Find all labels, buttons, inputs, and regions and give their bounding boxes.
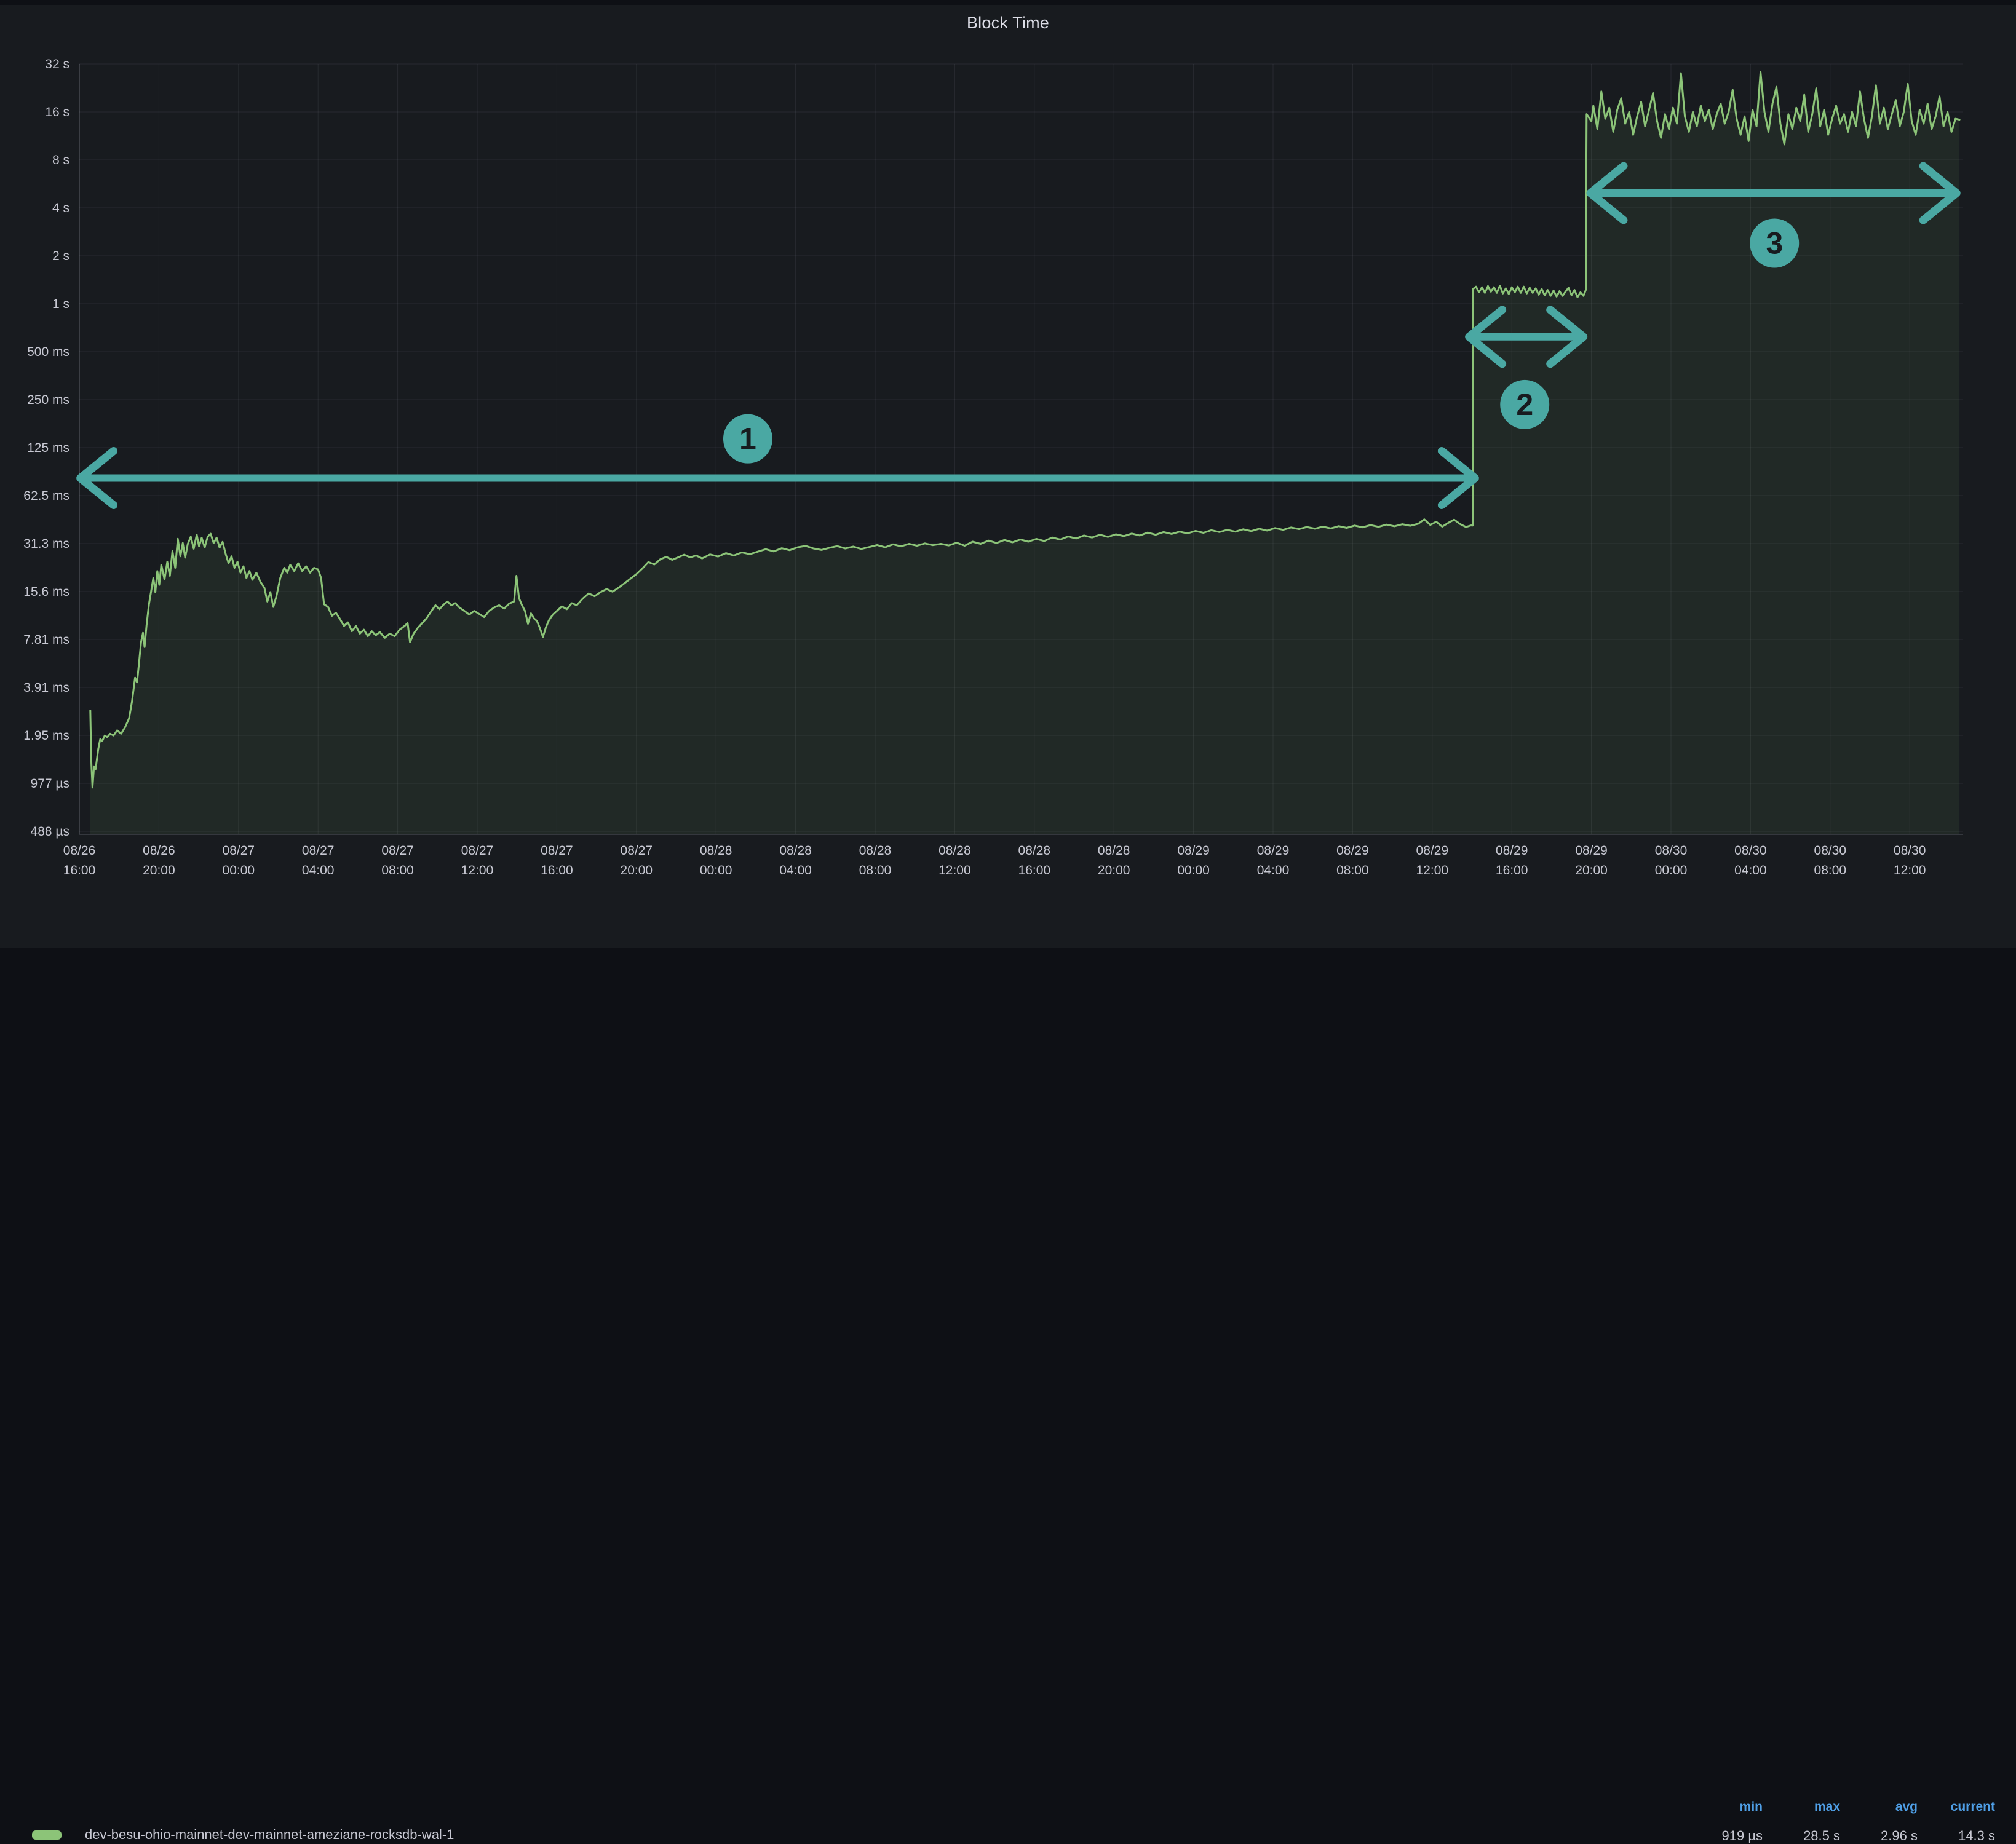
legend-series-item[interactable]: dev-besu-ohio-mainnet-dev-mainnet-amezia… bbox=[32, 1827, 454, 1843]
series-fill-area bbox=[90, 72, 1959, 834]
y-tick-label: 488 µs bbox=[31, 825, 69, 839]
x-tick-time-label: 04:00 bbox=[1257, 863, 1290, 877]
x-tick-date-label: 08/29 bbox=[1416, 844, 1449, 858]
x-tick-time-label: 08:00 bbox=[1336, 863, 1369, 877]
y-tick-label: 977 µs bbox=[31, 777, 69, 791]
y-tick-label: 15.6 ms bbox=[23, 585, 69, 599]
x-tick-time-label: 16:00 bbox=[63, 863, 96, 877]
x-tick-date-label: 08/28 bbox=[1098, 844, 1130, 858]
x-tick-time-label: 08:00 bbox=[859, 863, 892, 877]
x-tick-date-label: 08/30 bbox=[1734, 844, 1767, 858]
x-tick-time-label: 16:00 bbox=[541, 863, 573, 877]
stat-col-max: max 28.5 s bbox=[1763, 1799, 1840, 1844]
x-tick-time-label: 12:00 bbox=[1416, 863, 1449, 877]
y-tick-label: 125 ms bbox=[27, 441, 69, 455]
x-tick-date-label: 08/28 bbox=[859, 844, 892, 858]
series-group bbox=[90, 72, 1959, 834]
x-tick-time-label: 12:00 bbox=[1894, 863, 1926, 877]
y-tick-label: 32 s bbox=[45, 57, 69, 71]
x-tick-date-label: 08/27 bbox=[461, 844, 494, 858]
x-tick-time-label: 20:00 bbox=[1098, 863, 1130, 877]
x-tick-time-label: 04:00 bbox=[302, 863, 335, 877]
annotation-number-label: 1 bbox=[739, 422, 756, 456]
legend-row: dev-besu-ohio-mainnet-dev-mainnet-amezia… bbox=[0, 911, 2016, 948]
x-tick-date-label: 08/27 bbox=[223, 844, 255, 858]
x-tick-date-label: 08/29 bbox=[1336, 844, 1369, 858]
y-tick-label: 7.81 ms bbox=[23, 633, 69, 647]
x-tick-time-label: 04:00 bbox=[1734, 863, 1767, 877]
x-tick-date-label: 08/26 bbox=[143, 844, 175, 858]
stat-value-max: 28.5 s bbox=[1779, 1828, 1840, 1844]
x-tick-time-label: 00:00 bbox=[700, 863, 732, 877]
annotation-number-label: 2 bbox=[1516, 387, 1533, 422]
y-tick-label: 62.5 ms bbox=[23, 489, 69, 503]
x-tick-date-label: 08/29 bbox=[1177, 844, 1210, 858]
stat-col-min: min 919 µs bbox=[1685, 1799, 1763, 1844]
x-tick-time-label: 08:00 bbox=[1814, 863, 1847, 877]
x-tick-date-label: 08/29 bbox=[1575, 844, 1608, 858]
y-tick-label: 1 s bbox=[52, 297, 69, 311]
x-tick-date-label: 08/30 bbox=[1655, 844, 1688, 858]
annotation-arrow-1 bbox=[81, 451, 1475, 505]
x-tick-time-label: 20:00 bbox=[143, 863, 175, 877]
stat-header-min: min bbox=[1701, 1799, 1763, 1815]
stat-col-current: current 14.3 s bbox=[1918, 1799, 1995, 1844]
y-tick-label: 250 ms bbox=[27, 393, 69, 407]
stat-col-avg: avg 2.96 s bbox=[1840, 1799, 1918, 1844]
stat-header-max: max bbox=[1779, 1799, 1840, 1815]
y-tick-label: 1.95 ms bbox=[23, 729, 69, 743]
x-tick-date-label: 08/27 bbox=[621, 844, 653, 858]
x-tick-date-label: 08/30 bbox=[1894, 844, 1926, 858]
x-tick-date-label: 08/29 bbox=[1257, 844, 1290, 858]
annotation-number-label: 3 bbox=[1766, 226, 1783, 260]
block-time-chart[interactable]: 32 s 16 s 8 s 4 s 2 s 1 s 500 ms 250 ms 125 ms 62… bbox=[0, 0, 2016, 943]
x-tick-time-label: 16:00 bbox=[1496, 863, 1528, 877]
x-tick-date-label: 08/28 bbox=[939, 844, 971, 858]
x-tick-date-label: 08/28 bbox=[700, 844, 732, 858]
stat-header-avg: avg bbox=[1856, 1799, 1918, 1815]
x-tick-time-label: 00:00 bbox=[223, 863, 255, 877]
series-color-swatch-icon bbox=[32, 1830, 62, 1840]
x-tick-time-label: 20:00 bbox=[621, 863, 653, 877]
x-tick-time-label: 20:00 bbox=[1575, 863, 1608, 877]
y-tick-label: 2 s bbox=[52, 249, 69, 263]
y-tick-label: 8 s bbox=[52, 153, 69, 167]
stat-value-avg: 2.96 s bbox=[1856, 1828, 1918, 1844]
y-axis-labels: 32 s 16 s 8 s 4 s 2 s 1 s 500 ms 250 ms 125 ms 62… bbox=[23, 57, 69, 839]
x-tick-time-label: 12:00 bbox=[939, 863, 971, 877]
x-tick-date-label: 08/28 bbox=[1018, 844, 1051, 858]
x-tick-time-label: 16:00 bbox=[1018, 863, 1051, 877]
x-tick-time-label: 12:00 bbox=[461, 863, 494, 877]
x-tick-date-label: 08/29 bbox=[1496, 844, 1528, 858]
legend-stats: min 919 µs max 28.5 s avg 2.96 s current… bbox=[1685, 1799, 1995, 1844]
stat-header-current: current bbox=[1934, 1799, 1995, 1815]
annotation-circle-2: 2 bbox=[1500, 380, 1549, 429]
legend-series-label: dev-besu-ohio-mainnet-dev-mainnet-amezia… bbox=[85, 1827, 454, 1843]
x-tick-date-label: 08/26 bbox=[63, 844, 96, 858]
x-tick-date-label: 08/30 bbox=[1814, 844, 1847, 858]
x-axis-labels: 08/26 16:00 08/26 20:00 08/27 00:00 08/27 04:00… bbox=[63, 844, 1926, 877]
stat-value-min: 919 µs bbox=[1701, 1828, 1763, 1844]
x-tick-date-label: 08/27 bbox=[302, 844, 335, 858]
x-tick-date-label: 08/27 bbox=[541, 844, 573, 858]
x-tick-time-label: 08:00 bbox=[381, 863, 414, 877]
stat-value-current: 14.3 s bbox=[1934, 1828, 1995, 1844]
annotation-circle-3: 3 bbox=[1750, 218, 1799, 267]
x-tick-time-label: 00:00 bbox=[1177, 863, 1210, 877]
x-tick-time-label: 00:00 bbox=[1655, 863, 1688, 877]
x-tick-date-label: 08/27 bbox=[381, 844, 414, 858]
y-tick-label: 500 ms bbox=[27, 345, 69, 359]
y-tick-label: 16 s bbox=[45, 105, 69, 119]
annotation-circle-1: 1 bbox=[723, 414, 772, 464]
x-tick-time-label: 04:00 bbox=[779, 863, 812, 877]
y-tick-label: 4 s bbox=[52, 201, 69, 215]
y-tick-label: 3.91 ms bbox=[23, 681, 69, 695]
x-tick-date-label: 08/28 bbox=[779, 844, 812, 858]
y-tick-label: 31.3 ms bbox=[23, 537, 69, 551]
